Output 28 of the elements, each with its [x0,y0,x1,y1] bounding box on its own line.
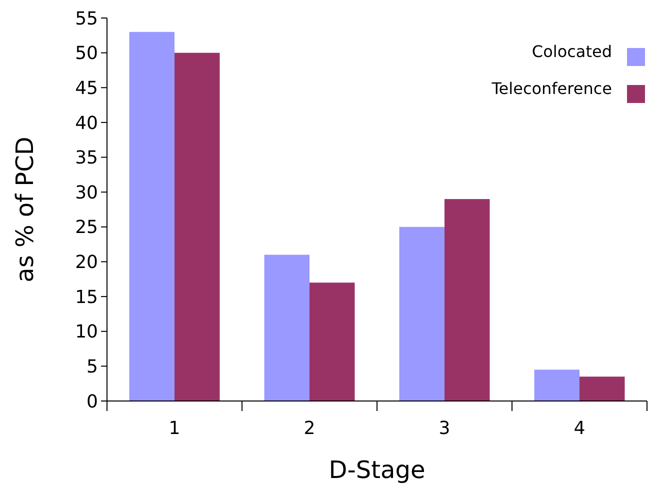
x-axis-title: D-Stage [328,456,426,484]
x-tick-label: 4 [574,418,586,439]
bar [129,32,174,401]
y-tick-label: 50 [75,43,98,64]
x-tick-label: 3 [438,418,450,439]
y-tick-label: 20 [75,252,98,274]
bar [399,226,444,401]
bar [444,199,490,401]
y-tick-label: 45 [75,78,98,99]
y-tick-label: 55 [75,8,98,30]
bar [310,282,355,401]
y-tick-label: 25 [75,217,98,238]
y-tick-label: 40 [75,112,98,134]
y-tick-label: 15 [75,286,98,308]
y-tick-label: 5 [86,356,98,378]
x-tick-label: 1 [168,418,180,439]
y-tick-label: 0 [86,391,98,412]
y-axis-title: as % of PCD [11,136,39,282]
y-tick-label: 35 [75,148,98,169]
legend-label: Teleconference [490,79,612,98]
y-tick-label: 30 [75,182,98,204]
y-tick-label: 10 [75,322,98,343]
bar [264,254,310,401]
bar [534,370,580,401]
x-tick-label: 2 [304,418,316,439]
legend-label: Colocated [532,42,612,61]
bar [174,52,220,401]
bar [580,376,625,401]
